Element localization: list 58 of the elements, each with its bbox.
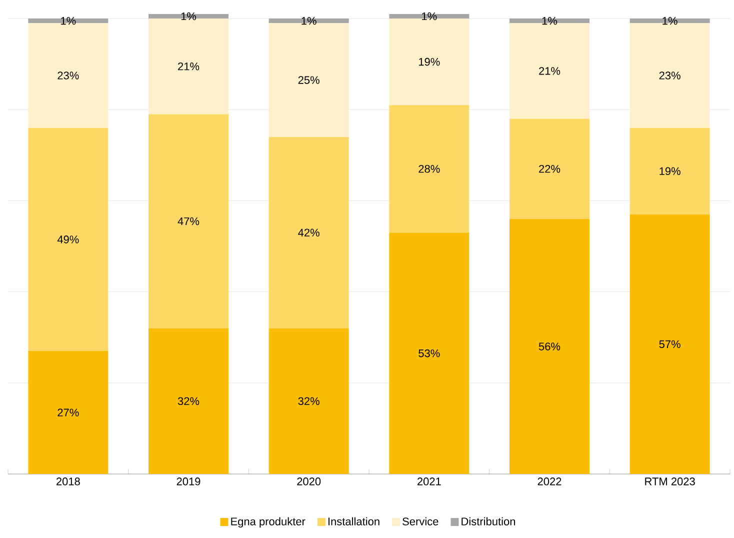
data-label: 56% xyxy=(538,342,560,350)
bar xyxy=(389,18,470,106)
bar xyxy=(28,23,108,128)
x-tick-label: 2018 xyxy=(56,478,80,486)
data-label: 1% xyxy=(662,16,678,25)
data-label: 23% xyxy=(659,72,680,80)
legend-label: Egna produkter xyxy=(231,517,306,528)
bar xyxy=(148,328,229,474)
data-label: 32% xyxy=(178,397,200,406)
bar xyxy=(389,14,470,19)
data-label: 32% xyxy=(298,397,320,406)
bar xyxy=(28,351,108,474)
bar xyxy=(630,128,710,214)
bar xyxy=(630,23,710,128)
bar xyxy=(28,18,108,24)
bar xyxy=(268,23,349,137)
bar xyxy=(148,14,229,19)
x-tick-label: RTM 2023 xyxy=(645,478,695,486)
data-label: 1% xyxy=(302,16,316,25)
bar xyxy=(509,218,590,474)
bar xyxy=(389,232,470,474)
data-label: 21% xyxy=(539,67,560,75)
data-label: 23% xyxy=(58,72,79,80)
bar xyxy=(148,114,229,328)
bar xyxy=(630,214,710,474)
legend-label: Service xyxy=(402,517,438,526)
x-tick-label: 2019 xyxy=(176,478,200,486)
data-label: 49% xyxy=(57,236,79,244)
bar xyxy=(268,328,349,474)
legend-label: Installation xyxy=(328,517,380,526)
bar xyxy=(509,118,590,219)
data-label: 19% xyxy=(418,58,440,66)
data-label: 25% xyxy=(298,76,320,84)
data-label: 47% xyxy=(178,217,200,226)
data-label: 19% xyxy=(660,167,680,176)
bar xyxy=(509,18,590,24)
bar xyxy=(268,18,349,24)
legend-label: Distribution xyxy=(462,517,516,526)
data-label: 42% xyxy=(298,228,320,236)
bar xyxy=(389,105,470,233)
data-label: 22% xyxy=(539,164,560,173)
x-tick-label: 2021 xyxy=(417,478,441,486)
bar xyxy=(268,136,349,328)
data-label: 21% xyxy=(178,62,200,70)
x-tick-label: 2020 xyxy=(297,478,321,486)
data-label: 28% xyxy=(418,164,440,173)
bar xyxy=(509,23,590,119)
bar xyxy=(630,18,710,24)
data-label: 27% xyxy=(58,408,79,416)
bar xyxy=(28,128,108,352)
x-tick-label: 2022 xyxy=(538,478,562,486)
data-label: 1% xyxy=(542,16,558,25)
data-label: 1% xyxy=(181,12,196,20)
data-label: 53% xyxy=(418,349,440,358)
data-label: 57% xyxy=(659,340,680,348)
data-label: 1% xyxy=(422,12,437,20)
bar xyxy=(148,18,229,114)
data-label: 1% xyxy=(61,16,76,25)
